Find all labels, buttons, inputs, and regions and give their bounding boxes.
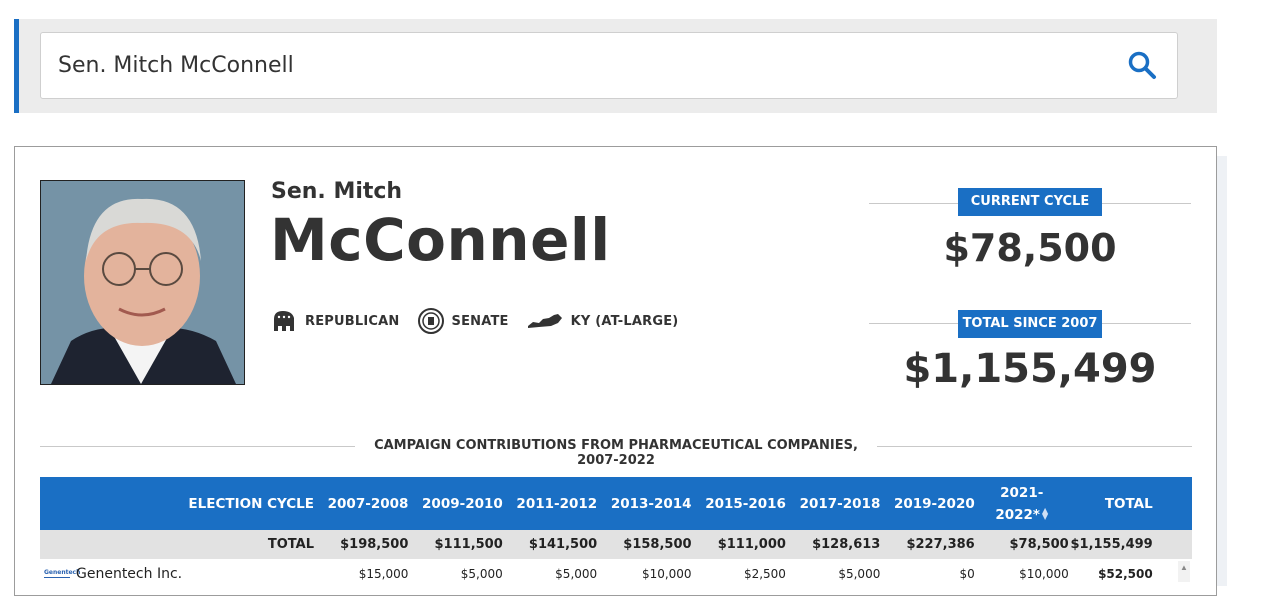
total-since-badge: TOTAL SINCE 2007 — [958, 310, 1102, 338]
table-row[interactable]: Genentech Genentech Inc. $15,000 $5,000 … — [40, 559, 1192, 588]
column-header-total[interactable]: TOTAL — [1104, 495, 1153, 512]
total-since-value: $1,155,499 — [903, 346, 1157, 392]
column-header-2017-2018[interactable]: 2017-2018 — [799, 495, 881, 512]
current-cycle-value: $78,500 — [943, 226, 1117, 270]
column-header-2009-2010[interactable]: 2009-2010 — [422, 495, 503, 512]
contributions-table: ELECTION CYCLE 2007-2008 2009-2010 2011-… — [40, 477, 1192, 588]
section-title: CAMPAIGN CONTRIBUTIONS FROM PHARMACEUTIC… — [374, 438, 858, 468]
table-cell: $0 — [959, 566, 975, 581]
company-name: Genentech Inc. — [76, 565, 183, 582]
column-header-2011-2012[interactable]: 2011-2012 — [516, 495, 598, 512]
total-cell: $227,386 — [906, 537, 975, 552]
company-cell[interactable]: Genentech Genentech Inc. — [40, 559, 314, 588]
table-cell: $5,000 — [838, 566, 881, 581]
search-button[interactable] — [1127, 50, 1159, 82]
column-header-2013-2014[interactable]: 2013-2014 — [610, 495, 692, 512]
table-cell: $10,000 — [1019, 566, 1069, 581]
search-box — [40, 32, 1178, 99]
total-cell: $78,500 — [1009, 537, 1069, 552]
table-cell: $10,000 — [641, 566, 692, 581]
total-cell: $111,500 — [434, 537, 503, 552]
senator-last-name: McConnell — [270, 206, 611, 274]
column-header-election-cycle[interactable]: ELECTION CYCLE — [188, 495, 314, 512]
senator-photo — [40, 180, 245, 385]
elephant-icon — [274, 311, 294, 331]
table-header-row: ELECTION CYCLE 2007-2008 2009-2010 2011-… — [40, 477, 1192, 530]
table-cell: $5,000 — [555, 566, 598, 581]
table-cell: $5,000 — [460, 566, 503, 581]
card-side-shadow — [1217, 156, 1227, 586]
current-cycle-badge: CURRENT CYCLE — [958, 188, 1102, 216]
sort-arrows-icon[interactable]: ▲ ▼ — [1041, 505, 1049, 521]
scrollbar-up-arrow[interactable]: ▲ — [1178, 561, 1190, 582]
total-cell: $141,500 — [528, 537, 598, 552]
total-cell: $198,500 — [340, 537, 409, 552]
senator-first-name: Sen. Mitch — [271, 179, 403, 204]
senator-meta: REPUBLICAN SENATE KY (AT-LARGE) — [271, 308, 696, 334]
chamber-item: SENATE — [417, 308, 509, 334]
district-item: KY (AT-LARGE) — [527, 312, 679, 330]
company-logo: Genentech — [44, 569, 81, 578]
table-cell: $2,500 — [743, 566, 786, 581]
column-header-2015-2016[interactable]: 2015-2016 — [705, 495, 786, 512]
column-header-2021-2022[interactable]: 2021- 2022* ▲ ▼ — [995, 484, 1049, 523]
total-row-label: TOTAL — [267, 537, 314, 552]
party-label: REPUBLICAN — [305, 313, 400, 329]
search-icon — [1128, 51, 1156, 79]
party-item: REPUBLICAN — [271, 309, 400, 333]
district-label: KY (AT-LARGE) — [570, 313, 679, 329]
table-total-row: TOTAL $198,500 $111,500 $141,500 $158,50… — [40, 530, 1192, 559]
kentucky-map-icon — [527, 314, 562, 328]
search-accent-bar — [14, 19, 19, 113]
total-cell: $158,500 — [623, 537, 692, 552]
table-cell: $52,500 — [1098, 566, 1153, 581]
senate-seal-icon — [417, 308, 444, 334]
section-rule-left — [40, 446, 355, 447]
total-cell: $128,613 — [812, 537, 881, 552]
table-cell: $15,000 — [358, 566, 409, 581]
section-rule-right — [877, 446, 1192, 447]
column-header-2019-2020[interactable]: 2019-2020 — [893, 495, 975, 512]
chamber-label: SENATE — [451, 313, 509, 329]
search-input[interactable] — [58, 33, 1098, 98]
column-header-2007-2008[interactable]: 2007-2008 — [327, 495, 409, 512]
total-cell: $111,000 — [717, 537, 786, 552]
total-cell: $1,155,499 — [1070, 537, 1153, 552]
